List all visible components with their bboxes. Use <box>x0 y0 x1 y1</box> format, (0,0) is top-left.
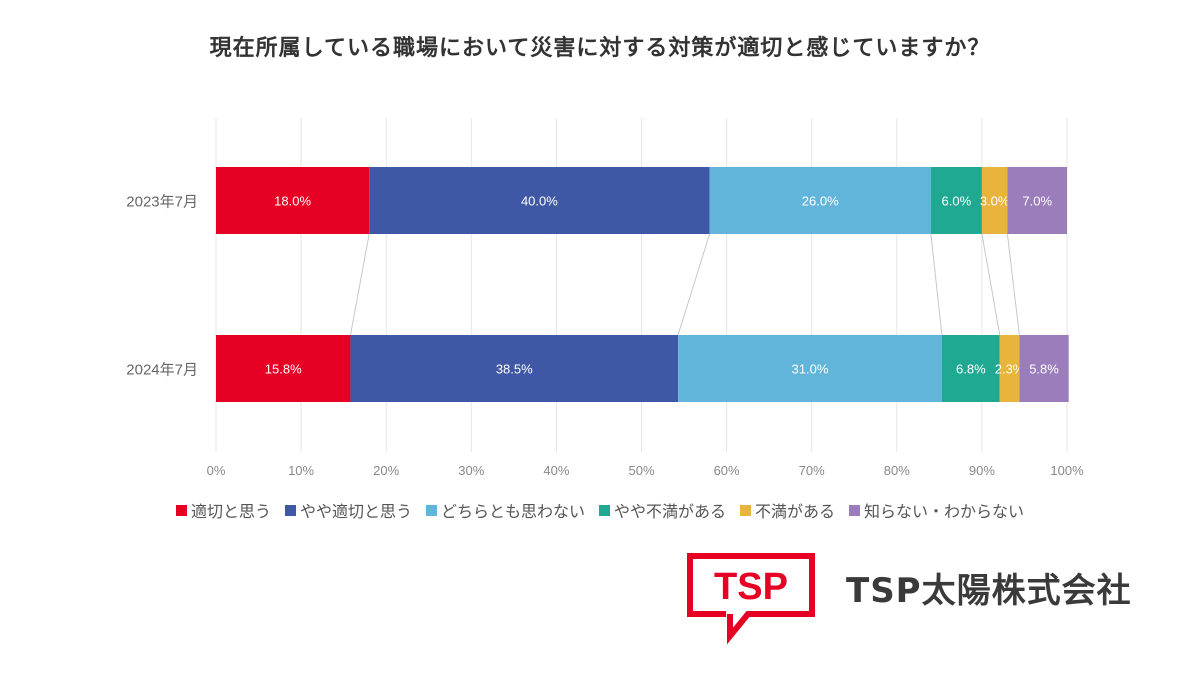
data-label: 3.0% <box>980 194 1010 209</box>
legend-swatch <box>284 504 296 516</box>
x-tick-label: 70% <box>799 463 825 478</box>
connector-line <box>1006 233 1020 336</box>
tsp-logo: TSP <box>686 552 816 645</box>
x-tick-label: 90% <box>969 463 995 478</box>
connector-line <box>930 233 943 336</box>
legend-item: 適切と思う <box>175 498 271 522</box>
data-label: 2.3% <box>995 362 1025 377</box>
legend-item: 不満がある <box>740 498 835 522</box>
data-label: 5.8% <box>1029 362 1059 377</box>
legend-swatch <box>599 504 610 516</box>
x-tick-label: 80% <box>884 463 910 478</box>
x-tick-label: 60% <box>714 463 740 478</box>
x-tick-label: 50% <box>628 463 654 478</box>
data-label: 15.8% <box>265 362 302 377</box>
company-name: TSP太陽株式会社 <box>846 571 1132 611</box>
data-label: 40.0% <box>521 194 558 209</box>
bar-segment <box>1007 167 1067 234</box>
bar-segment <box>1019 335 1069 402</box>
bar-segment <box>678 335 942 402</box>
legend-item: やや適切と思う <box>284 498 412 522</box>
legend-label: やや不満がある <box>614 502 727 521</box>
data-label: 18.0% <box>274 194 311 209</box>
legend-swatch <box>740 504 752 516</box>
legend-swatch <box>849 504 861 516</box>
bar-segment <box>350 335 679 402</box>
connector-line <box>349 233 370 336</box>
data-label: 31.0% <box>792 362 829 377</box>
stacked-bar-chart: 0% 10% 20% 30% 40% 50% 60% 70% 80% 90% 100% 18.0% 40… <box>126 118 1084 478</box>
x-tick-label: 30% <box>458 463 484 478</box>
bar-segment <box>941 335 1000 402</box>
x-tick-label: 0% <box>207 463 226 478</box>
bar-segment <box>709 167 931 234</box>
legend-swatch <box>175 504 187 516</box>
x-tick-label: 20% <box>373 463 399 478</box>
legend-label: 知らない・わからない <box>864 502 1025 521</box>
legend-label: 不満がある <box>755 502 836 521</box>
category-label: 2024年7月 <box>126 362 198 379</box>
connector-line <box>677 233 711 336</box>
data-label: 6.8% <box>956 362 986 377</box>
legend-label: 適切と思う <box>190 502 271 521</box>
legend-swatch <box>425 504 437 516</box>
data-label: 6.0% <box>942 194 972 209</box>
bar-segment <box>999 335 1020 402</box>
svg-text:TSP: TSP <box>714 566 788 608</box>
data-label: 7.0% <box>1022 194 1052 209</box>
x-tick-label: 100% <box>1050 463 1084 478</box>
x-tick-label: 40% <box>543 463 569 478</box>
bar-segment <box>981 167 1008 234</box>
legend: 適切と思う やや適切と思う どちらとも思わない やや不満がある 不満がある 知らない・わか… <box>0 498 1200 522</box>
legend-label: やや適切と思う <box>299 502 412 521</box>
legend-item: どちらとも思わない <box>425 498 585 522</box>
legend-item: 知らない・わからない <box>849 498 1024 522</box>
legend-label: どちらとも思わない <box>440 502 585 521</box>
bar-segment <box>216 335 351 402</box>
x-tick-label: 10% <box>288 463 314 478</box>
connector-line <box>981 233 1001 336</box>
data-label: 26.0% <box>802 194 839 209</box>
bar-segment <box>216 167 370 234</box>
bar-segment <box>930 167 982 234</box>
category-label: 2023年7月 <box>126 194 198 211</box>
data-label: 38.5% <box>496 362 533 377</box>
legend-item: やや不満がある <box>599 498 726 522</box>
chart-title: 現在所属している職場において災害に対する対策が適切と感じていますか？ <box>209 36 991 61</box>
bar-segment <box>369 167 710 234</box>
